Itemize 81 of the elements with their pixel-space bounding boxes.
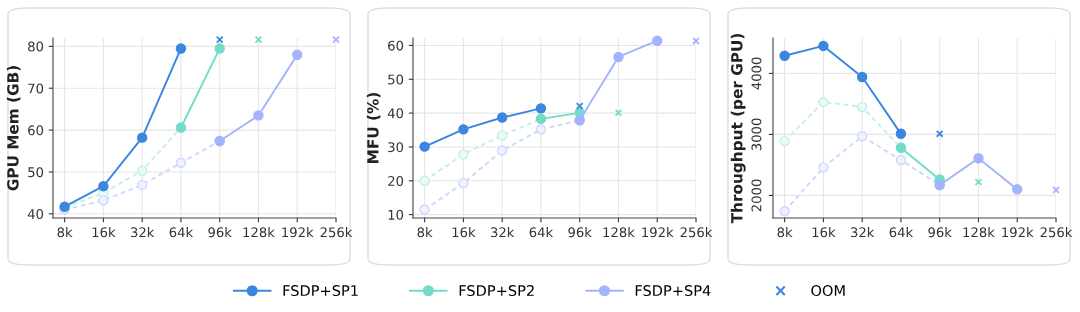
point [856, 101, 868, 113]
y-tick-label: 70 [28, 83, 44, 94]
y-tick-label: 50 [28, 167, 44, 178]
y-tick-label: 20 [388, 176, 404, 186]
point [175, 157, 187, 168]
y-tick-label: 40 [387, 108, 404, 119]
y-tick-label: 80 [28, 41, 44, 52]
y-tick-label: 30 [388, 142, 404, 153]
point [895, 128, 907, 140]
legend-label: FSDP+SP2 [459, 285, 534, 297]
point [779, 206, 790, 217]
y-tick-label: 60 [388, 40, 404, 51]
point [98, 195, 109, 206]
legend-label: FSDP+SP1 [283, 285, 358, 297]
x-tick-label: 16k [812, 227, 836, 238]
point [535, 103, 547, 114]
x-tick-label: 128k [243, 227, 275, 238]
x-tick-label: 64k [529, 227, 554, 238]
x-tick-label: 192k [1002, 227, 1034, 238]
x-tick-label: 96k [208, 227, 232, 238]
point [652, 35, 663, 46]
point [895, 154, 907, 166]
x-tick-label: 64k [169, 227, 194, 238]
x-tick-label: 128k [603, 227, 635, 238]
y-tick-label: 3000 [751, 118, 762, 151]
point [136, 179, 148, 191]
y-axis-title: GPU Mem (GB) [6, 66, 21, 191]
x-tick-label: 192k [642, 227, 674, 238]
x-tick-label: 96k [928, 227, 952, 238]
y-tick-label: 10 [388, 209, 404, 220]
point [496, 112, 508, 123]
point [779, 50, 790, 61]
y-tick-label: 50 [388, 74, 404, 85]
x-tick-label: 16k [452, 227, 476, 238]
x-tick-label: 192k [282, 227, 314, 238]
point [856, 131, 868, 142]
point [98, 180, 109, 192]
legend-label: OOM [811, 285, 845, 297]
x-tick-label: 256k [680, 227, 713, 238]
point [458, 124, 469, 135]
point [613, 51, 624, 63]
point [136, 132, 148, 143]
point [292, 49, 303, 60]
y-tick-label: 2000 [751, 179, 762, 212]
x-tick-label: 256k [320, 227, 353, 238]
point [419, 204, 430, 215]
point [419, 141, 430, 152]
point [1012, 184, 1023, 195]
x-tick-label: 8k [777, 227, 793, 238]
x-tick-label: 32k [850, 227, 875, 238]
legend-label: FSDP+SP4 [635, 285, 711, 297]
point [818, 96, 829, 108]
y-tick-label: 60 [28, 125, 44, 136]
x-tick-label: 128k [963, 227, 995, 238]
x-tick-label: 96k [568, 227, 592, 238]
y-axis-title: Throughput (per GPU) [730, 33, 746, 224]
point [419, 175, 430, 186]
x-tick-label: 64k [889, 227, 914, 238]
point [973, 152, 984, 164]
x-tick-label: 16k [92, 227, 116, 238]
point [458, 177, 469, 189]
x-tick-label: 32k [130, 227, 155, 238]
x-tick-label: 8k [57, 227, 73, 238]
point [253, 110, 264, 121]
point [175, 43, 187, 54]
x-tick-label: 256k [1040, 227, 1073, 238]
point [458, 149, 469, 160]
point [496, 145, 508, 156]
x-tick-label: 8k [417, 227, 433, 238]
point [496, 130, 508, 141]
point [535, 124, 547, 135]
point [214, 43, 225, 54]
point [818, 40, 829, 52]
y-tick-label: 40 [27, 209, 44, 220]
x-tick-label: 32k [490, 227, 515, 238]
y-tick-label: 4000 [751, 57, 762, 90]
y-axis-title: MFU (%) [366, 93, 381, 163]
point [136, 165, 148, 176]
point [818, 162, 829, 173]
point [856, 71, 868, 83]
point [779, 135, 790, 147]
